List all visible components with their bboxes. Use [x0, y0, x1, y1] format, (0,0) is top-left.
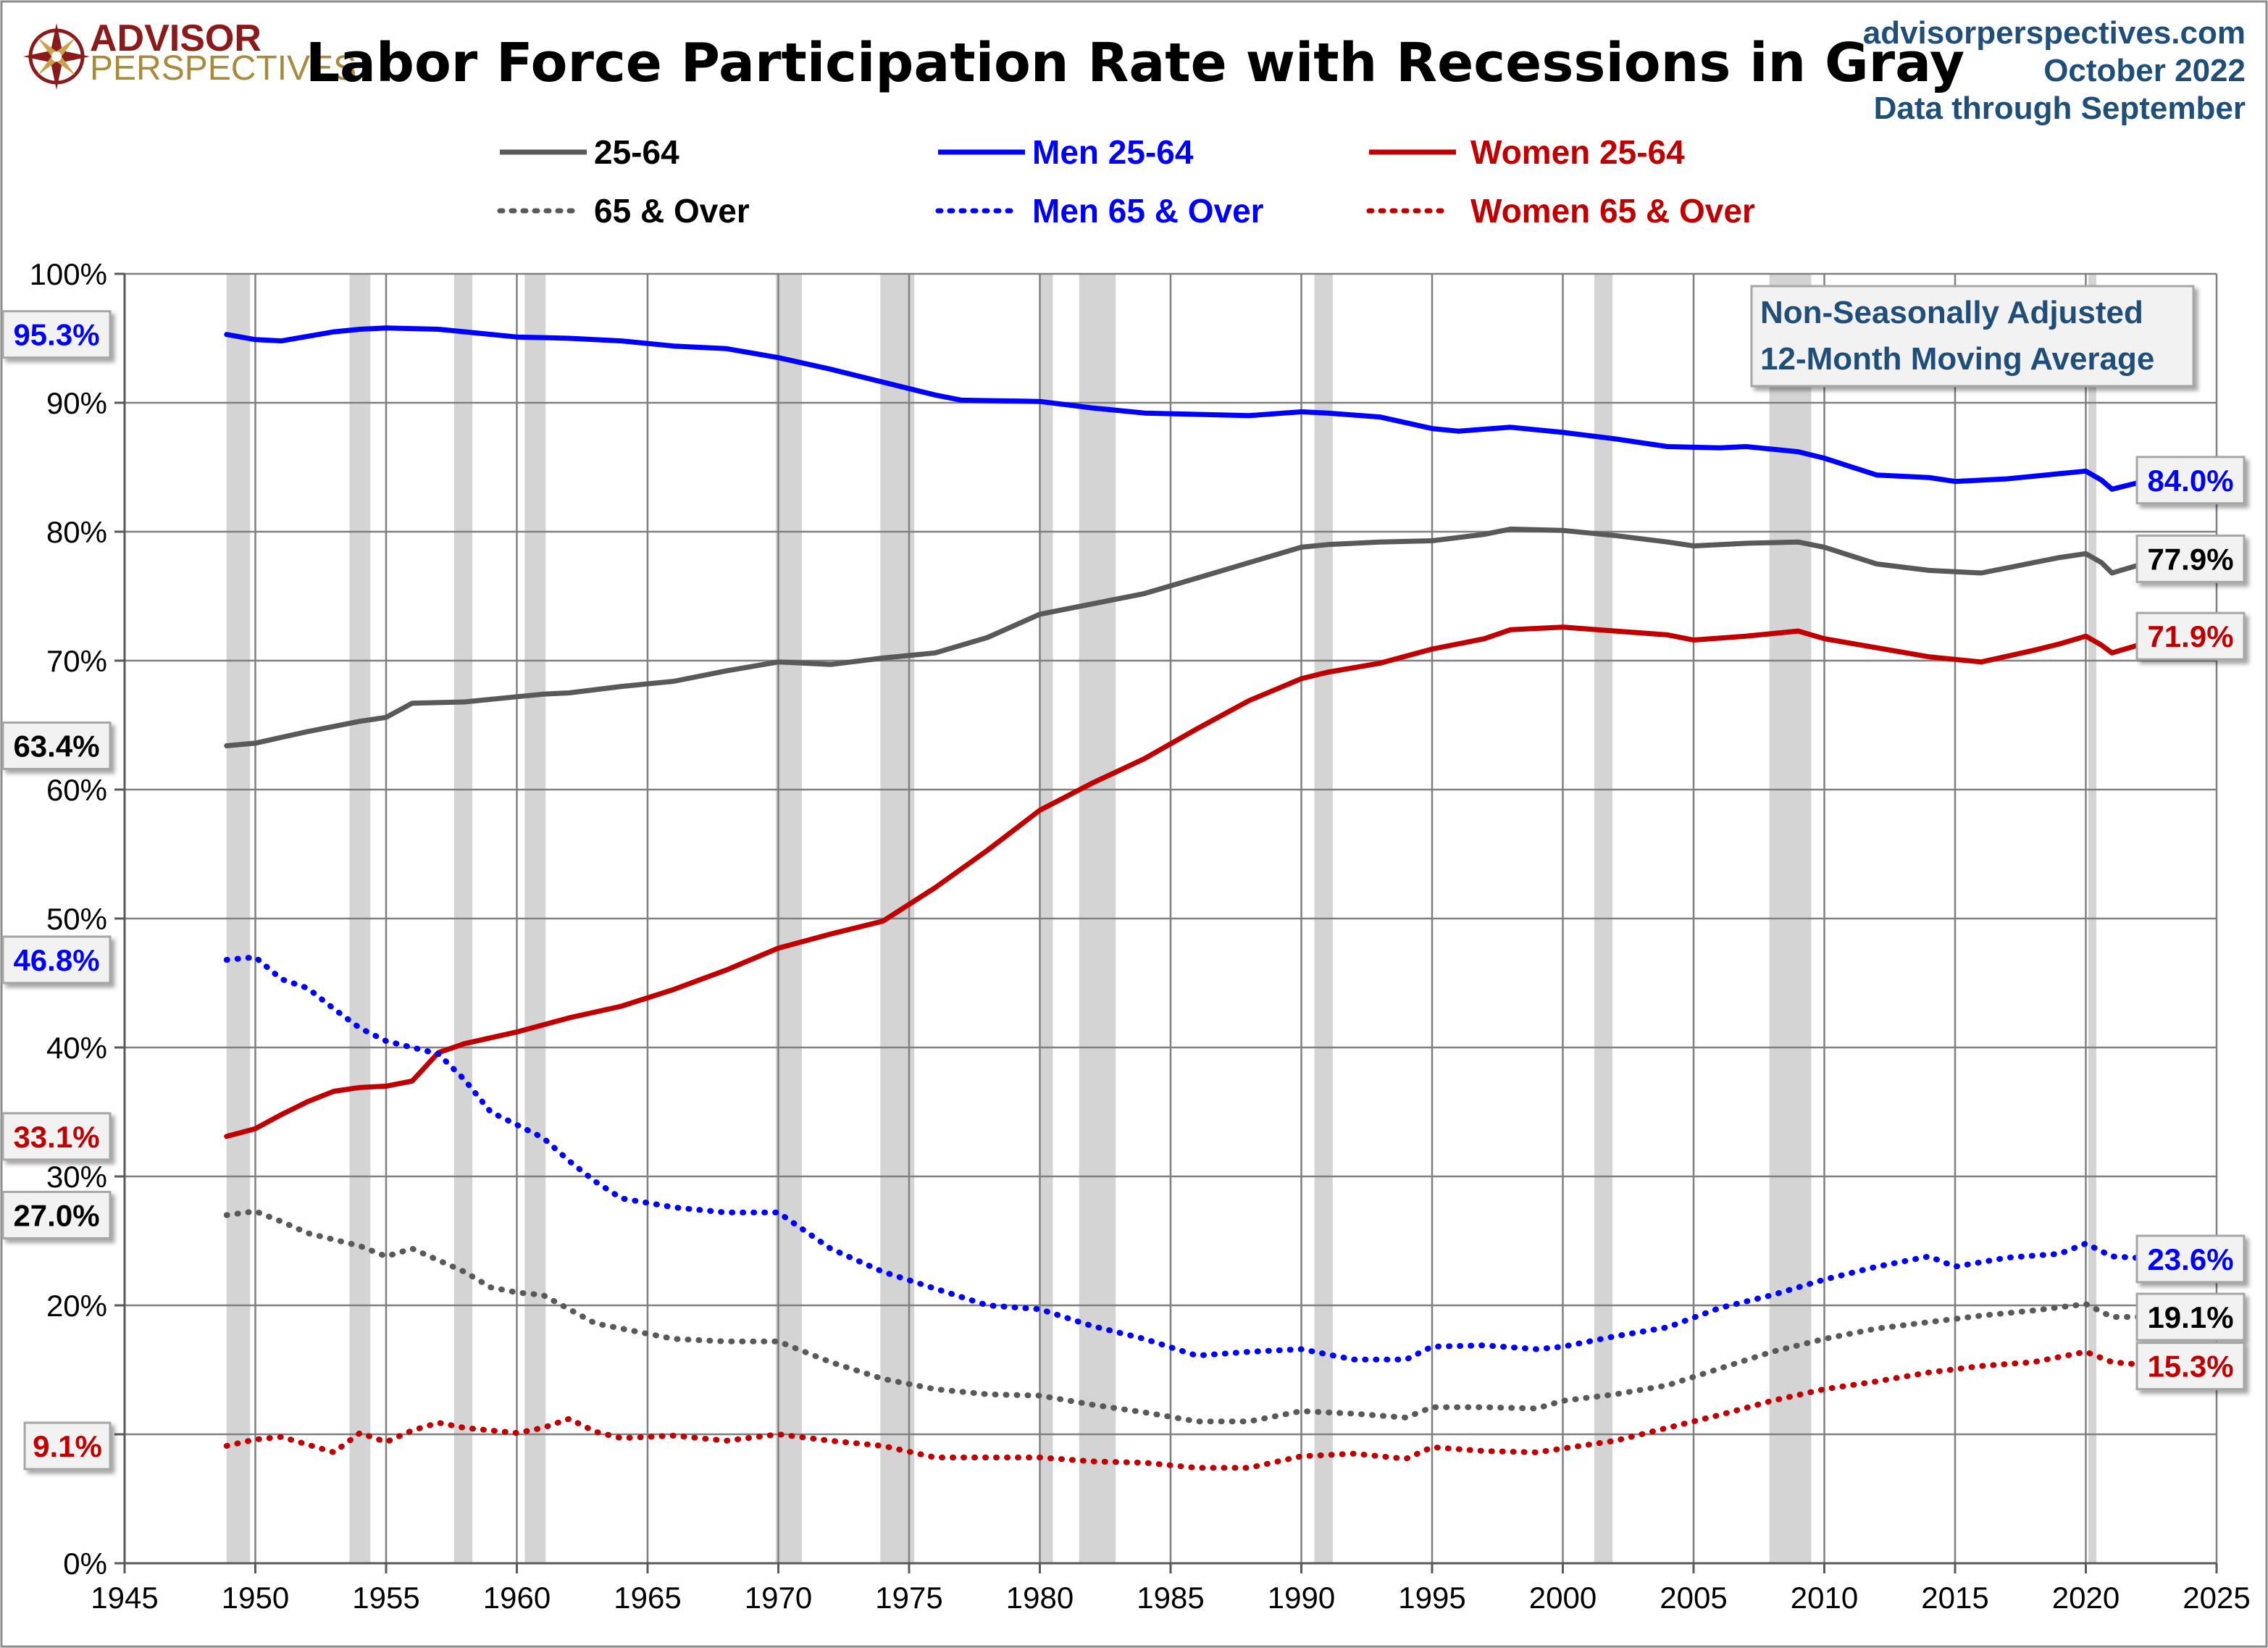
- start-callout: 63.4%: [1, 721, 112, 770]
- start-callout: 9.1%: [23, 1421, 112, 1471]
- logo: ADVISOR PERSPECTIVES: [23, 17, 356, 90]
- legend-item-men-65-over[interactable]: Men 65 & Over: [935, 192, 1264, 230]
- legend-item-women-65-over[interactable]: Women 65 & Over: [1366, 192, 1755, 230]
- series-lines: [223, 325, 2159, 1471]
- source-data-through: Data through September: [1874, 91, 2246, 126]
- x-tick-label: 2025: [2183, 1581, 2250, 1615]
- callout-label: 19.1%: [2147, 1300, 2233, 1334]
- x-tick-label: 2015: [1921, 1581, 1988, 1615]
- x-tick-label: 2005: [1660, 1581, 1727, 1615]
- source-block: advisorperspectives.com October 2022 Dat…: [1863, 15, 2246, 126]
- legend-label: 25-64: [594, 133, 679, 171]
- y-tick-label: 100%: [30, 257, 107, 291]
- x-tick-label: 1960: [483, 1581, 551, 1615]
- x-tick-label: 1950: [222, 1581, 289, 1615]
- end-callout: 77.9%: [2135, 534, 2246, 583]
- note-box: Non-Seasonally Adjusted 12-Month Moving …: [1750, 285, 2195, 388]
- legend-item-25-64[interactable]: 25-64: [500, 133, 679, 171]
- callout-box: [23, 1421, 112, 1471]
- y-tick-label: 20%: [46, 1289, 107, 1323]
- x-tick-label: 1990: [1268, 1581, 1335, 1615]
- y-tick-label: 70%: [46, 644, 107, 678]
- callout-label: 95.3%: [13, 318, 99, 352]
- callout-label: 15.3%: [2147, 1350, 2233, 1384]
- x-tick-label: 2000: [1529, 1581, 1597, 1615]
- legend-item-men-25-64[interactable]: Men 25-64: [938, 133, 1194, 171]
- x-tick-label: 1970: [745, 1581, 812, 1615]
- legend: 25-64 Men 25-64 Women 25-64 65 & Over Me…: [497, 133, 1755, 230]
- compass-icon: [23, 23, 90, 90]
- callout-box: [2135, 1234, 2246, 1284]
- series-line-2: [224, 624, 2159, 1139]
- start-callout: 46.8%: [1, 935, 112, 984]
- start-callout: 95.3%: [1, 310, 112, 359]
- y-tick-label: 0%: [63, 1547, 107, 1581]
- callout-label: 46.8%: [13, 943, 99, 977]
- callout-box: [2135, 611, 2246, 661]
- y-tick-label: 90%: [46, 386, 107, 420]
- x-tick-label: 1975: [875, 1581, 942, 1615]
- end-callout: 23.6%: [2135, 1234, 2246, 1284]
- callout-box: [1, 1112, 112, 1161]
- callout-box: [2135, 1342, 2246, 1391]
- chart-title: Labor Force Participation Rate with Rece…: [306, 32, 1964, 94]
- series-line-1: [224, 325, 2159, 492]
- source-date: October 2022: [2043, 53, 2246, 88]
- legend-label: Men 65 & Over: [1032, 192, 1264, 230]
- end-callout: 71.9%: [2135, 611, 2246, 661]
- callout-box: [1, 1190, 112, 1239]
- legend-label: Women 65 & Over: [1470, 192, 1755, 230]
- x-tick-label: 1945: [91, 1581, 158, 1615]
- callout-label: 27.0%: [13, 1198, 99, 1232]
- legend-label: Men 25-64: [1032, 133, 1194, 171]
- x-tick-label: 2010: [1791, 1581, 1858, 1615]
- y-tick-label: 30%: [46, 1160, 107, 1194]
- series-line-5: [223, 1349, 2159, 1471]
- logo-advisor: ADVISOR: [90, 17, 261, 59]
- end-callout: 15.3%: [2135, 1342, 2246, 1391]
- callout-box: [1, 935, 112, 984]
- y-tick-label: 80%: [46, 515, 107, 549]
- callout-label: 63.4%: [13, 729, 99, 763]
- legend-label: 65 & Over: [594, 192, 750, 230]
- legend-item-women-25-64[interactable]: Women 25-64: [1369, 133, 1685, 171]
- start-callout: 27.0%: [1, 1190, 112, 1239]
- series-line-0: [224, 526, 2159, 748]
- start-callout: 33.1%: [1, 1112, 112, 1161]
- callout-label: 23.6%: [2147, 1242, 2233, 1276]
- series-line-4: [223, 954, 2159, 1363]
- logo-perspectives: PERSPECTIVES: [90, 49, 356, 88]
- note-line-2: 12-Month Moving Average: [1760, 341, 2154, 377]
- series-line-3: [223, 1208, 2159, 1425]
- source-site: advisorperspectives.com: [1863, 15, 2246, 51]
- note-line-1: Non-Seasonally Adjusted: [1760, 295, 2143, 330]
- y-tick-label: 60%: [46, 773, 107, 807]
- end-callout: 19.1%: [2135, 1292, 2246, 1342]
- callout-label: 33.1%: [13, 1120, 99, 1154]
- y-tick-label: 50%: [46, 902, 107, 936]
- x-tick-label: 1965: [614, 1581, 681, 1615]
- callout-label: 71.9%: [2147, 619, 2233, 653]
- end-callout: 84.0%: [2135, 456, 2246, 505]
- legend-item-65-over[interactable]: 65 & Over: [497, 192, 750, 230]
- callout-box: [2135, 534, 2246, 583]
- x-tick-label: 1985: [1137, 1581, 1204, 1615]
- callout-box: [1, 310, 112, 359]
- legend-label: Women 25-64: [1470, 133, 1685, 171]
- y-tick-label: 40%: [46, 1031, 107, 1065]
- callout-label: 84.0%: [2147, 464, 2233, 498]
- callout-label: 9.1%: [33, 1429, 102, 1463]
- callout-box: [2135, 1292, 2246, 1342]
- note-background: [1750, 285, 2195, 388]
- x-tick-label: 1955: [352, 1581, 419, 1615]
- x-tick-label: 1995: [1398, 1581, 1465, 1615]
- value-callouts: 63.4% 77.9% 95.3% 84.0% 33.1% 71.9% 27.0% 19.1%…: [1, 310, 2246, 1471]
- x-tick-label: 1980: [1006, 1581, 1074, 1615]
- x-tick-label: 2020: [2052, 1581, 2120, 1615]
- callout-label: 77.9%: [2147, 542, 2233, 576]
- callout-box: [2135, 456, 2246, 505]
- callout-box: [1, 721, 112, 770]
